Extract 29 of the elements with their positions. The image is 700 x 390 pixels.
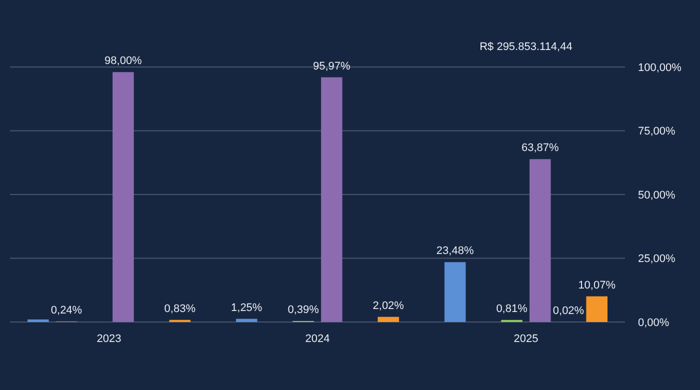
bar xyxy=(586,296,608,322)
data-label: 2,02% xyxy=(372,300,404,312)
x-tick-label: 2025 xyxy=(514,333,538,345)
x-tick-label: 2024 xyxy=(305,333,330,345)
y-tick-label: 75,00% xyxy=(638,126,676,138)
data-label: 63,87% xyxy=(521,142,560,154)
data-label: 0,02% xyxy=(552,304,584,317)
data-label: 10,07% xyxy=(578,279,616,292)
data-label: 0,81% xyxy=(496,302,528,315)
data-label: 0,39% xyxy=(288,304,320,316)
bar xyxy=(321,77,342,322)
data-label: 0,83% xyxy=(164,302,196,315)
data-label: 1,25% xyxy=(231,302,262,314)
y-tick-label: 100,00% xyxy=(638,62,682,74)
x-tick-label: 2023 xyxy=(96,333,122,345)
bar xyxy=(444,262,466,322)
data-label: 95,97% xyxy=(313,60,351,72)
bar xyxy=(112,72,134,322)
y-tick-label: 50,00% xyxy=(638,189,676,202)
bar xyxy=(530,159,551,322)
data-label: 23,48% xyxy=(436,245,474,258)
bar xyxy=(28,319,49,322)
data-label: 0,24% xyxy=(50,304,82,316)
bar xyxy=(236,318,258,322)
data-label: 98,00% xyxy=(104,55,142,68)
text: R$ 295.853.114,44 xyxy=(480,41,572,53)
y-tick-label: 25,00% xyxy=(638,253,676,266)
y-tick-label: 0,00% xyxy=(638,316,670,329)
bar xyxy=(378,316,400,322)
